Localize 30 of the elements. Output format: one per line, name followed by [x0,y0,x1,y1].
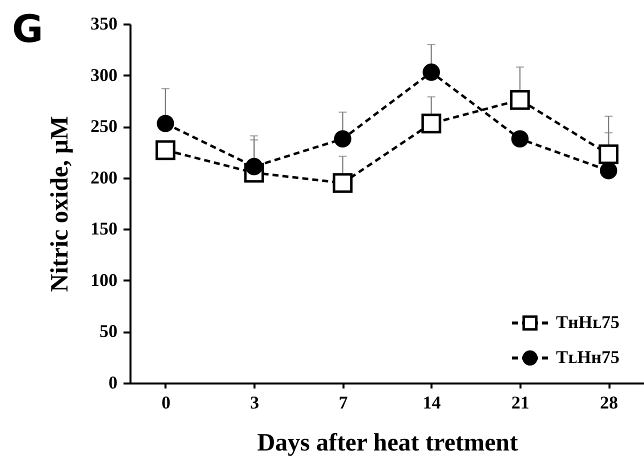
point [511,130,529,148]
point [156,114,174,132]
legend-label: TʜHʟ75 [556,312,620,332]
y-tick-label: 250 [90,116,118,136]
point [422,64,440,81]
y-tick-label: 100 [90,270,118,290]
y-tick-label: 300 [90,64,118,85]
x-tick-label: 14 [422,392,441,412]
point [334,130,352,148]
y-tick-label: 50 [100,321,118,342]
x-tick-label: 21 [511,392,530,412]
y-tick-label: 0 [108,372,118,392]
y-axis-title: Nitric oxide, μM [46,116,74,292]
x-tick-label: 3 [250,392,260,412]
y-tick-label: 200 [90,167,118,188]
point [332,173,353,193]
point [156,140,176,160]
x-tick-label: 7 [338,392,348,412]
x-tick-label: 0 [161,392,170,412]
point [421,114,442,134]
point [245,158,263,176]
point [510,90,530,110]
chart-title: G [12,7,44,51]
x-tick-label: 28 [600,392,618,412]
y-tick-label: 350 [90,14,118,34]
legend-label: TʟHʜ75 [556,347,620,367]
point [598,144,618,164]
x-axis-title: Days after heat tretment [257,430,519,456]
point [600,162,618,180]
y-tick-label: 150 [90,218,118,239]
